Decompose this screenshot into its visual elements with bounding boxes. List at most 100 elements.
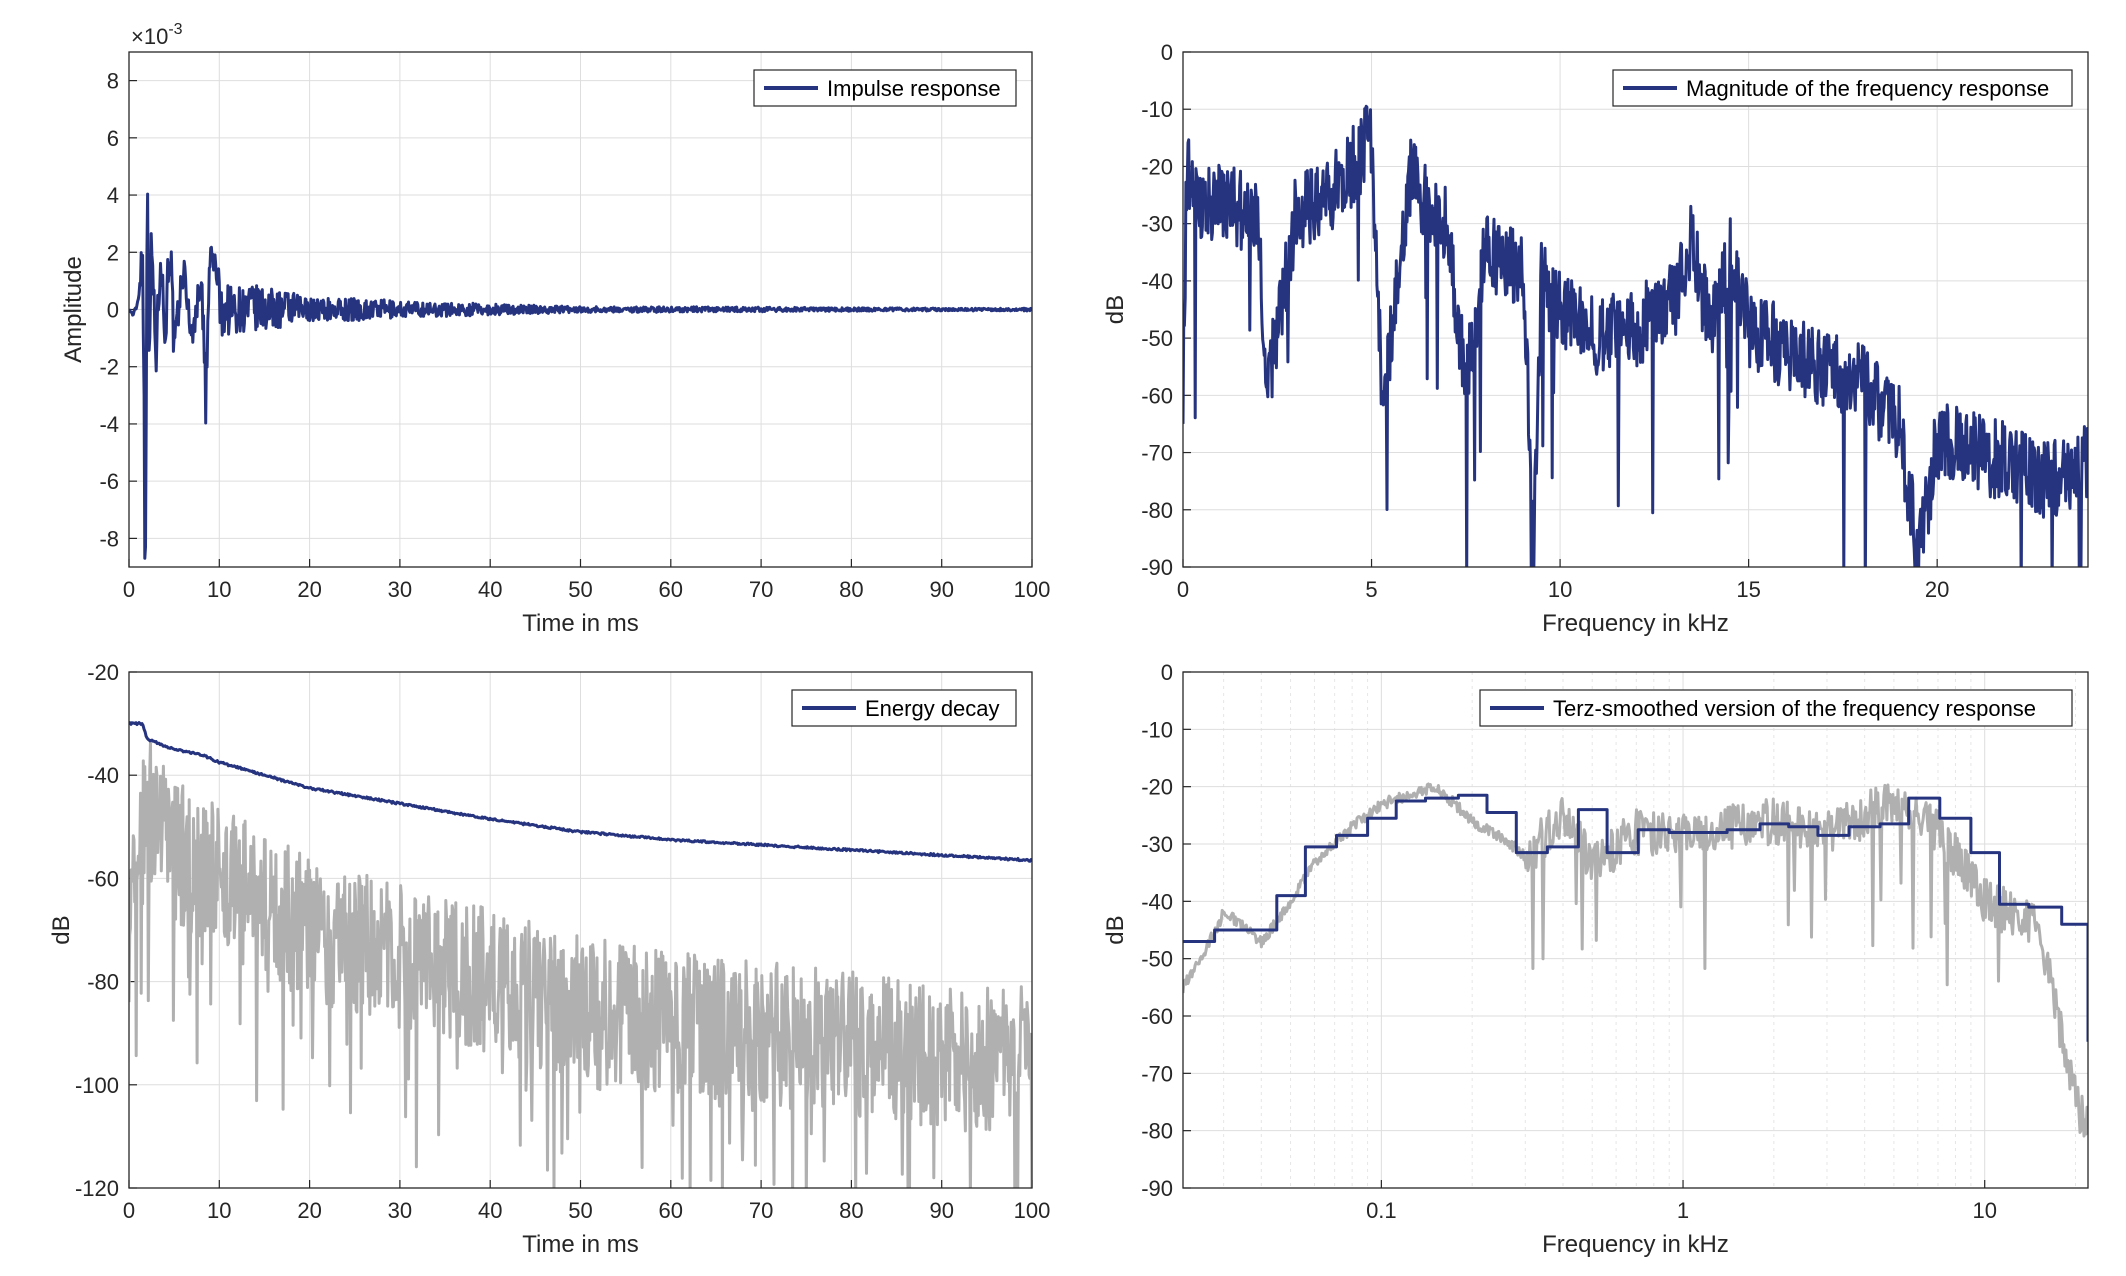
series-group <box>129 192 1032 560</box>
y-tick-label: -2 <box>99 355 119 380</box>
y-tick-label: 0 <box>107 298 119 323</box>
x-tick-label: 30 <box>388 577 412 602</box>
chart-panel-2: 0 5 10 15 20 0 -10 -20 -30 -40 -50 -60 -70 -80 -90 Freq… <box>1102 40 2089 637</box>
x-tick-label: 15 <box>1736 577 1760 602</box>
y-tick-label: -4 <box>99 412 119 437</box>
y-tick-label: -50 <box>1141 326 1173 351</box>
legend-label: Impulse response <box>827 76 1001 101</box>
x-tick-label: 10 <box>1972 1198 1996 1223</box>
y-axis-label: Amplitude <box>60 256 87 363</box>
y-tick-label: 0 <box>1161 40 1173 65</box>
x-tick-label: 20 <box>297 1198 321 1223</box>
y-tick-label: -20 <box>87 660 119 685</box>
legend: Terz-smoothed version of the frequency r… <box>1479 689 2073 727</box>
legend-label: Magnitude of the frequency response <box>1686 76 2049 101</box>
x-tick-label: 100 <box>1014 1198 1051 1223</box>
y-tick-label: -80 <box>87 970 119 995</box>
x-tick-label: 80 <box>839 577 863 602</box>
y-tick-label: 2 <box>107 240 119 265</box>
y-axis-label: dB <box>1102 295 1129 324</box>
y-tick-label: -50 <box>1141 947 1173 972</box>
series-line-main <box>1183 793 2088 1042</box>
series-group <box>1183 104 2088 567</box>
series-line-main <box>129 721 1032 863</box>
legend-box <box>1479 689 2073 727</box>
x-tick-label: 60 <box>659 1198 683 1223</box>
y-tick-label: -70 <box>1141 1061 1173 1086</box>
y-tick-label: -30 <box>1141 212 1173 237</box>
y-tick-label: -80 <box>1141 498 1173 523</box>
series-line-main <box>1183 104 2088 567</box>
y-tick-label: -8 <box>99 526 119 551</box>
x-tick-label: 0 <box>123 1198 135 1223</box>
y-axis-label: dB <box>1102 915 1129 944</box>
x-tick-label: 100 <box>1014 577 1051 602</box>
x-tick-label: 10 <box>207 1198 231 1223</box>
y-tick-label: -70 <box>1141 441 1173 466</box>
y-tick-label: -10 <box>1141 717 1173 742</box>
y-tick-label: -90 <box>1141 555 1173 580</box>
legend: Energy decay <box>791 689 1017 727</box>
y-axis-label: dB <box>48 915 75 944</box>
y-tick-label: -60 <box>1141 1004 1173 1029</box>
series-group <box>1183 782 2088 1138</box>
chart-panel-1: 0 10 20 30 40 50 60 70 80 90 100 -8 -6 -4 -2 0 2 4 6 8 Time … <box>60 21 1050 637</box>
x-tick-label: 40 <box>478 577 502 602</box>
y-tick-label: -6 <box>99 469 119 494</box>
series-line-main <box>129 192 1032 560</box>
x-tick-label: 60 <box>659 577 683 602</box>
chart-panel-3: 0 10 20 30 40 50 60 70 80 90 100 -20 -40 -60 -80 -100 -1… <box>48 660 1050 1258</box>
y-tick-label: 0 <box>1161 660 1173 685</box>
x-tick-label: 5 <box>1365 577 1377 602</box>
y-tick-label: 6 <box>107 126 119 151</box>
x-tick-label: 50 <box>568 1198 592 1223</box>
x-axis-label: Frequency in kHz <box>1542 610 1729 637</box>
x-tick-label: 50 <box>568 577 592 602</box>
x-tick-label: 90 <box>929 577 953 602</box>
x-tick-label: 70 <box>749 577 773 602</box>
y-tick-label: -20 <box>1141 775 1173 800</box>
y-tick-label: -30 <box>1141 832 1173 857</box>
y-tick-label: -10 <box>1141 97 1173 122</box>
legend-label: Energy decay <box>865 696 1000 721</box>
x-tick-label: 0 <box>1177 577 1189 602</box>
legend: Impulse response <box>753 69 1017 107</box>
axes-box <box>1182 671 2089 1189</box>
y-tick-label: -20 <box>1141 154 1173 179</box>
x-tick-label: 90 <box>929 1198 953 1223</box>
y-tick-label: -60 <box>87 866 119 891</box>
y-tick-label: -120 <box>75 1176 119 1201</box>
x-tick-label: 1 <box>1677 1198 1689 1223</box>
y-tick-label: -40 <box>87 763 119 788</box>
x-tick-label: 10 <box>207 577 231 602</box>
x-tick-label: 30 <box>388 1198 412 1223</box>
x-tick-label: 20 <box>1925 577 1949 602</box>
x-tick-label: 0 <box>123 577 135 602</box>
x-axis-label: Time in ms <box>522 610 638 637</box>
axes-box <box>128 671 1033 1189</box>
y-tick-label: -80 <box>1141 1119 1173 1144</box>
legend-box <box>1612 69 2073 107</box>
y-tick-label: -100 <box>75 1073 119 1098</box>
series-line-gray <box>129 739 1032 1188</box>
legend-label: Terz-smoothed version of the frequency r… <box>1553 696 2036 721</box>
x-tick-label: 10 <box>1548 577 1572 602</box>
x-tick-label: 80 <box>839 1198 863 1223</box>
x-tick-label: 20 <box>297 577 321 602</box>
chart-panel-4: 0.1 1 10 0 -10 -20 -30 -40 -50 -60 -70 -80 -90 Freque… <box>1102 660 2089 1258</box>
x-tick-label: 70 <box>749 1198 773 1223</box>
x-tick-label: 0.1 <box>1366 1198 1397 1223</box>
y-tick-label: -40 <box>1141 889 1173 914</box>
x-axis-label: Frequency in kHz <box>1542 1231 1729 1258</box>
x-axis-label: Time in ms <box>522 1231 638 1258</box>
y-tick-label: -60 <box>1141 383 1173 408</box>
y-tick-label: 4 <box>107 183 119 208</box>
axes-box <box>128 51 1033 568</box>
legend: Magnitude of the frequency response <box>1612 69 2073 107</box>
y-tick-label: 8 <box>107 69 119 94</box>
y-exponent-label: ×10-3 <box>131 21 183 49</box>
y-tick-label: -90 <box>1141 1176 1173 1201</box>
series-group <box>129 721 1032 1188</box>
axes-box <box>1182 51 2089 568</box>
